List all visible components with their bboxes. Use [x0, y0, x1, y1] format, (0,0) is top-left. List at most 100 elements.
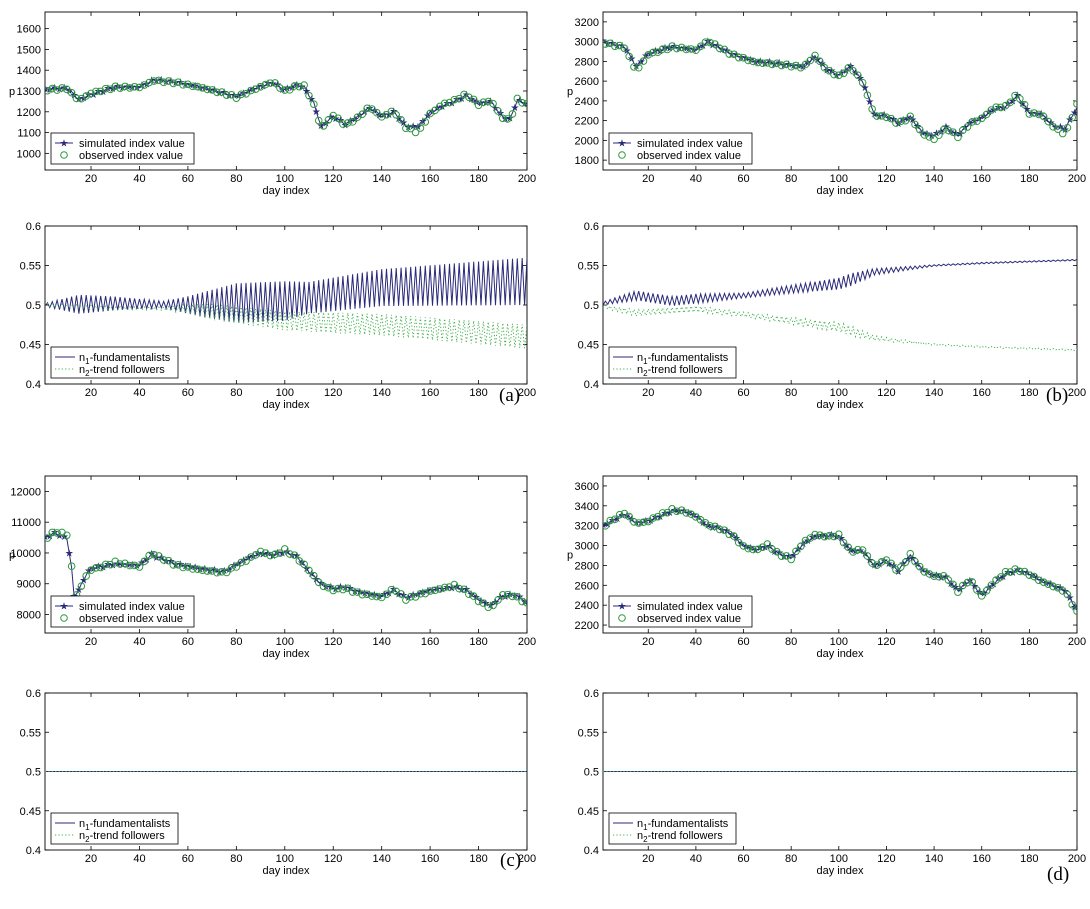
legend-entry-label: n1-fundamentalists [79, 352, 171, 366]
observed-point [863, 552, 872, 560]
observed-point [285, 86, 294, 94]
x-tick-label: 40 [133, 387, 145, 399]
observed-point [811, 530, 819, 539]
observed-point [358, 110, 367, 118]
x-tick-label: 80 [785, 853, 797, 865]
simulated-point: ★ [999, 572, 1008, 583]
y-tick-label: 0.55 [578, 727, 599, 739]
x-tick-label: 120 [324, 853, 342, 865]
observed-point [489, 99, 497, 108]
simulated-point: ★ [346, 116, 355, 127]
observed-point [164, 77, 173, 85]
simulated-point: ★ [856, 74, 865, 85]
x-tick-label: 120 [324, 387, 342, 399]
simulated-point: ★ [292, 551, 301, 562]
simulated-point: ★ [200, 83, 209, 94]
y-tick-label: 3000 [575, 541, 599, 553]
observed-point [169, 79, 178, 88]
simulated-point: ★ [765, 57, 774, 68]
simulated-point: ★ [263, 79, 272, 90]
chart-d-price: 20 40 60 80 100 120 140 160 180 200 2200 2400 2600 28… [567, 475, 1086, 660]
observed-point [406, 592, 415, 601]
simulated-point: ★ [694, 513, 703, 524]
simulated-point: ★ [627, 54, 636, 65]
observed-point [715, 525, 724, 534]
simulated-point: ★ [375, 110, 384, 121]
observed-point [706, 522, 714, 530]
x-tick-label: 200 [1068, 387, 1086, 399]
observed-point [440, 99, 449, 108]
observed-point [116, 560, 124, 568]
observed-point [111, 82, 120, 91]
observed-point [754, 58, 762, 67]
observed-point [48, 528, 57, 537]
observed-point [615, 510, 624, 519]
simulated-point: ★ [951, 582, 960, 593]
observed-point [72, 94, 81, 103]
y-tick-label: 0.4 [26, 845, 41, 857]
x-tick-label: 200 [518, 853, 536, 865]
observed-point [363, 104, 371, 113]
simulated-point: ★ [74, 585, 83, 596]
simulated-point: ★ [865, 97, 874, 108]
observed-point [673, 507, 681, 516]
simulated-point: ★ [899, 115, 908, 126]
x-tick-label: 40 [133, 853, 145, 865]
simulated-point: ★ [55, 531, 64, 542]
observed-point [479, 98, 488, 107]
observed-point [649, 514, 657, 522]
observed-point [1016, 567, 1024, 576]
observed-point [730, 532, 738, 540]
observed-point [777, 552, 786, 561]
y-tick-label: 0.45 [20, 340, 41, 352]
observed-point [523, 599, 527, 607]
simulated-point: ★ [438, 102, 447, 113]
legend-entry-label: simulated index value [637, 601, 743, 613]
simulated-point: ★ [1027, 570, 1036, 581]
observed-point [271, 79, 279, 87]
simulated-point: ★ [1003, 567, 1012, 578]
y-tick-label: 2600 [575, 580, 599, 592]
observed-point [125, 84, 134, 92]
observed-point [882, 113, 891, 122]
observed-point [363, 590, 371, 599]
observed-point [45, 534, 52, 542]
observed-point [887, 114, 896, 123]
simulated-point: ★ [703, 36, 712, 47]
observed-point [87, 566, 95, 575]
simulated-point: ★ [846, 546, 855, 557]
simulated-point: ★ [351, 587, 360, 598]
simulated-point: ★ [152, 76, 161, 87]
observed-point [92, 87, 100, 96]
series-line-n1 [603, 258, 1077, 306]
simulated-point: ★ [841, 541, 850, 552]
simulated-point: ★ [409, 590, 418, 601]
observed-point [906, 549, 915, 558]
observed-point [854, 545, 862, 554]
observed-point [343, 584, 352, 593]
y-tick-label: 0.4 [584, 845, 599, 857]
observed-point [887, 559, 896, 568]
x-tick-label: 40 [690, 636, 702, 648]
simulated-point: ★ [808, 53, 817, 64]
y-tick-label: 0.5 [26, 300, 41, 312]
x-tick-label: 60 [182, 853, 194, 865]
simulated-point: ★ [703, 520, 712, 531]
observed-point [873, 112, 881, 120]
observed-point [431, 106, 439, 115]
observed-point [611, 515, 619, 524]
simulated-point: ★ [656, 512, 665, 523]
observed-point [392, 111, 401, 119]
observed-point [193, 565, 202, 573]
simulated-point: ★ [292, 80, 301, 91]
observed-point [706, 38, 714, 47]
simulated-point: ★ [41, 532, 50, 543]
observed-point [787, 62, 795, 71]
simulated-point: ★ [452, 582, 461, 593]
simulated-point: ★ [186, 80, 195, 91]
observed-point [620, 44, 629, 53]
simulated-point: ★ [486, 600, 495, 611]
observed-point [416, 124, 425, 132]
x-tick-label: 80 [230, 853, 242, 865]
